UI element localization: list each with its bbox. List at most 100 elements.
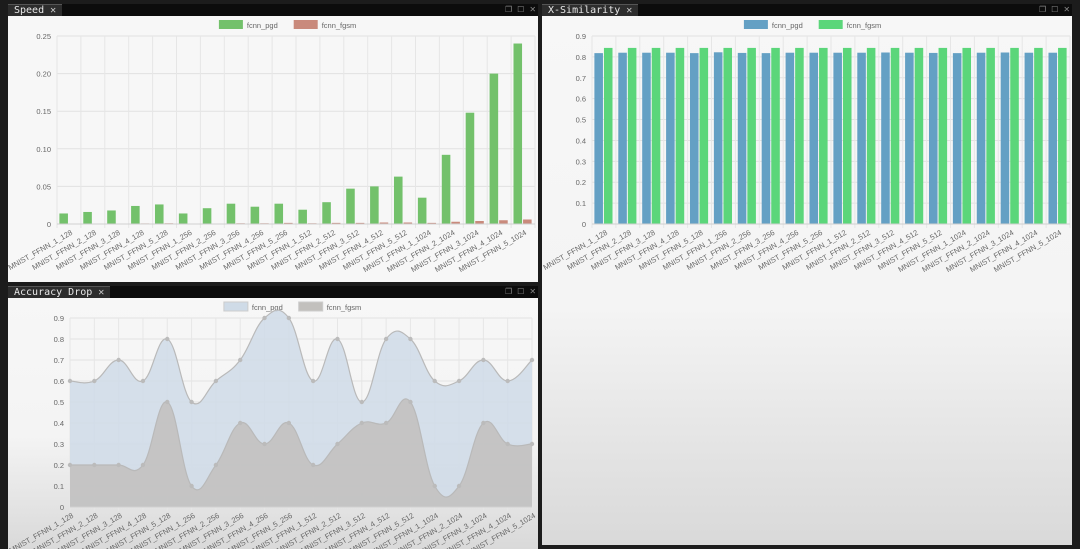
fcnn_fgsm-bar <box>819 47 828 225</box>
fcnn_fgsm-point <box>286 420 292 426</box>
fcnn_fgsm-bar <box>475 220 484 224</box>
tab-accuracy-drop[interactable]: Accuracy Drop ✕ <box>8 286 111 299</box>
fcnn_pgd-bar <box>952 53 962 224</box>
y-tick-label: 0.6 <box>576 95 586 104</box>
fcnn_fgsm-point <box>116 462 121 468</box>
tab-title: X-Similarity <box>548 5 621 16</box>
fcnn_pgd-bar <box>393 176 403 224</box>
tab-title: Accuracy Drop <box>14 287 93 298</box>
close-icon[interactable]: ✕ <box>1063 5 1071 14</box>
fcnn_pgd-bar <box>59 213 68 224</box>
legend-swatch <box>223 301 249 312</box>
fcnn_fgsm-line <box>70 398 533 498</box>
y-tick-label: 0.1 <box>54 482 64 491</box>
fcnn_pgd-point <box>286 315 292 321</box>
fcnn_pgd-bar <box>131 205 140 224</box>
fcnn_pgd-point <box>408 336 413 342</box>
fcnn_pgd-point <box>481 357 486 363</box>
fcnn_pgd-point <box>262 315 267 321</box>
fcnn_pgd-bar <box>1024 52 1034 224</box>
legend-swatch <box>743 20 768 29</box>
fcnn_pgd-bar <box>737 52 747 224</box>
y-tick-label: 0.15 <box>36 107 51 116</box>
fcnn_pgd-point <box>67 378 73 384</box>
fcnn_fgsm-point <box>238 420 243 426</box>
fcnn_fgsm-point <box>140 462 146 468</box>
fcnn_fgsm-point <box>505 441 510 447</box>
restore-icon[interactable]: ❐ <box>1039 5 1047 14</box>
close-icon[interactable]: ✕ <box>50 5 57 16</box>
fcnn_fgsm-bar <box>914 47 924 225</box>
fcnn_pgd-point <box>189 399 194 405</box>
fcnn_fgsm-point <box>310 462 316 468</box>
fcnn_fgsm-bar <box>1058 47 1067 225</box>
y-tick-label: 0.25 <box>36 32 51 41</box>
speed-titlebar <box>8 4 538 16</box>
fcnn_fgsm-point <box>359 420 364 426</box>
close-icon[interactable]: ✕ <box>98 287 105 298</box>
fcnn_pgd-bar <box>441 154 451 224</box>
tab-x-similarity[interactable]: X-Similarity ✕ <box>542 4 639 17</box>
fcnn_pgd-point <box>213 378 219 384</box>
xsim-titlebar <box>542 4 1072 16</box>
fcnn_pgd-bar <box>905 52 914 224</box>
y-tick-label: 0.3 <box>54 440 64 449</box>
fcnn_pgd-bar <box>809 52 819 224</box>
fcnn_fgsm-point <box>383 420 389 426</box>
y-tick-label: 0 <box>60 503 64 512</box>
legend-label: fcnn_fgsm <box>327 303 362 312</box>
fcnn_pgd-point <box>335 336 340 342</box>
y-tick-label: 0.7 <box>576 74 586 83</box>
fcnn_fgsm-point <box>481 420 486 426</box>
maximize-icon[interactable]: ☐ <box>517 287 525 296</box>
y-tick-label: 0.2 <box>576 178 586 187</box>
fcnn_pgd-point <box>432 378 437 384</box>
y-tick-label: 0.4 <box>54 419 64 428</box>
fcnn_pgd-point <box>456 378 462 384</box>
maximize-icon[interactable]: ☐ <box>1051 5 1059 14</box>
maximize-icon[interactable]: ☐ <box>517 5 525 14</box>
legend-label: fcnn_pgd <box>247 21 278 30</box>
fcnn_pgd-point <box>116 357 121 363</box>
close-icon[interactable]: ✕ <box>529 287 537 296</box>
close-icon[interactable]: ✕ <box>529 5 537 14</box>
y-tick-label: 0.3 <box>576 157 586 166</box>
y-tick-label: 0 <box>47 220 51 229</box>
fcnn_pgd-bar <box>857 52 866 224</box>
fcnn_fgsm-bar <box>379 222 389 224</box>
fcnn_fgsm-bar <box>284 222 293 224</box>
restore-icon[interactable]: ❐ <box>505 287 513 296</box>
fcnn_pgd-point <box>165 336 170 342</box>
speed-chart: 00.050.100.150.200.25MNIST_FFNN_1_128MNI… <box>8 20 536 274</box>
restore-icon[interactable]: ❐ <box>505 5 513 14</box>
fcnn_fgsm-point <box>92 462 97 468</box>
fcnn_fgsm-point <box>335 441 340 447</box>
fcnn_pgd-bar <box>833 52 842 224</box>
fcnn_pgd-point <box>383 336 389 342</box>
y-tick-label: 0.7 <box>54 356 64 365</box>
fcnn_pgd-bar <box>594 53 603 224</box>
fcnn_fgsm-bar <box>499 220 508 224</box>
fcnn_pgd-point <box>529 357 535 363</box>
tab-title: Speed <box>14 5 45 16</box>
fcnn_pgd-point <box>92 378 97 384</box>
fcnn_pgd-bar <box>274 203 284 224</box>
x-similarity-chart-panel: 0 0.1 0.2 0.3 0.4 0.5 0.6 0.7 0.8 0.9 MNIST_FFNN_1… <box>542 16 1072 545</box>
legend-swatch <box>218 20 243 29</box>
fcnn_fgsm-point <box>189 483 194 489</box>
xsim-window-controls: ❐ ☐ ✕ <box>1039 4 1070 16</box>
fcnn_fgsm-bar <box>675 47 685 225</box>
fcnn_fgsm-bar <box>651 47 661 225</box>
fcnn_pgd-bar <box>370 186 379 224</box>
fcnn_pgd-bar <box>107 210 116 224</box>
fcnn_fgsm-point <box>165 399 170 405</box>
tab-speed[interactable]: Speed ✕ <box>8 4 63 17</box>
fcnn_pgd-bar <box>346 188 355 224</box>
legend-label: fcnn_fgsm <box>322 21 357 30</box>
fcnn_pgd-point <box>359 399 364 405</box>
close-icon[interactable]: ✕ <box>626 5 633 16</box>
fcnn_fgsm-bar <box>890 47 900 225</box>
fcnn_fgsm-bar <box>699 47 709 225</box>
legend-label: fcnn_fgsm <box>847 21 882 30</box>
fcnn_pgd-bar <box>154 204 164 224</box>
